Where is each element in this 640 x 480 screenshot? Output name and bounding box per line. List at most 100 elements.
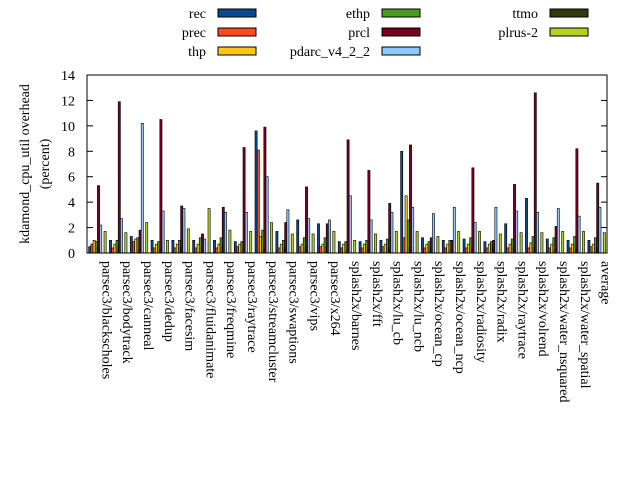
bar-prec [464,247,468,254]
bar-prec [173,247,177,254]
x-tick-label: parsec3/x264 [327,261,342,336]
bar-plrus-2 [519,232,523,254]
bar-prcl [97,185,100,254]
x-tick-label: parsec3/vips [306,261,321,331]
bar-rec [421,237,424,254]
y-ticks: 0 2 4 6 8 10 12 14 [61,69,607,262]
legend-label-plrus-2: plrus-2 [498,26,538,41]
bar-thp [196,243,200,254]
bar-pdarc_v4_2_2 [224,212,227,254]
bar-rec [545,238,549,254]
bar-plrus-2 [582,231,585,254]
x-tick-label: parsec3/canneal [140,261,155,350]
legend-swatch-rec [217,8,257,18]
bar-pdarc_v4_2_2 [598,206,602,254]
bar-plrus-2 [311,233,315,254]
bar-prec [506,247,510,254]
bar-prec [256,149,260,254]
x-tick-label: parsec3/streamcluster [265,261,280,383]
bar-plrus-2 [498,233,502,254]
bar-pdarc_v4_2_2 [182,208,186,254]
bar-prcl [117,101,121,254]
bar-rec [109,239,112,254]
bar-plrus-2 [374,233,377,254]
bar-rec [254,130,258,254]
bar-thp [383,243,387,254]
legend-label-rec: rec [189,7,206,22]
bar-plrus-2 [457,231,461,254]
bar-prcl [242,147,246,254]
bar-prcl [367,170,371,254]
bar-thp [404,195,408,254]
bar-prcl [513,184,516,254]
bar-prec [402,237,406,254]
bar-pdarc_v4_2_2 [494,206,498,254]
x-tick-label: parsec3/facesim [182,261,197,351]
bar-rec [317,223,320,254]
x-tick-label: parsec3/raytrace [244,261,259,353]
y-tick-label: 4 [68,196,75,211]
bar-prec [215,247,219,254]
x-tick-label: splash2x/water_spatial [577,261,592,389]
x-tick-label: splash2x/ocean_ncp [452,261,467,374]
bar-prcl [533,92,537,254]
bar-prcl [159,119,163,254]
bar-plrus-2 [249,231,253,254]
bar-plrus-2 [186,228,190,254]
bar-plrus-2 [228,229,232,254]
bar-pdarc_v4_2_2 [307,218,311,254]
bar-plrus-2 [270,222,273,254]
bar-pdarc_v4_2_2 [244,212,248,254]
x-tick-label: parsec3/blackscholes [98,261,113,379]
bar-pdarc_v4_2_2 [203,238,207,254]
bar-plrus-2 [103,231,107,254]
bar-prec [111,247,115,254]
y-tick-label: 14 [61,69,75,84]
bar-prec [298,246,302,254]
x-tick-label: parsec3/bodytrack [119,261,134,364]
bar-thp [134,238,138,254]
bar-thp [92,239,96,254]
bar-prec [277,247,281,254]
bar-pdarc_v4_2_2 [120,218,123,254]
bar-thp [571,243,574,254]
x-tick-label: parsec3/swaptions [286,261,301,364]
legend-label-prcl: prcl [348,26,370,41]
y-tick-label: 2 [68,222,75,237]
bar-rec [400,150,404,254]
legend-label-thp: thp [188,45,206,60]
x-tick-label: parsec3/dedup [161,261,176,342]
legend-swatch-thp [217,46,257,56]
legend-swatch-ttmo [549,8,589,18]
bar-plrus-2 [332,231,336,254]
x-tick-label: splash2x/lu_cb [390,261,405,345]
bar-prec [236,246,239,254]
bar-plrus-2 [478,231,481,254]
x-tick-label: splash2x/water_nsquared [556,261,571,403]
bar-pdarc_v4_2_2 [390,212,394,254]
bar-thp [425,243,429,254]
bar-plrus-2 [166,239,169,254]
x-tick-label: average [598,261,613,305]
bar-pdarc_v4_2_2 [515,210,519,254]
bar-prec [444,247,447,254]
legend-swatch-ethp [381,8,421,18]
legend-swatch-plrus-2 [549,27,589,37]
x-tick-label: splash2x/radix [494,261,509,343]
x-tick-label: parsec3/freqmine [223,261,238,358]
x-tick-label: splash2x/ocean_cp [431,261,446,367]
bar-prec [485,247,489,254]
bar-prec [319,246,323,254]
bar-thp [446,243,450,254]
x-tick-label: splash2x/fft [369,261,384,327]
bar-plrus-2 [602,232,606,254]
bar-pdarc_v4_2_2 [452,206,456,254]
bar-pdarc_v4_2_2 [369,219,373,254]
bar-prec [423,247,427,254]
x-tick-label: splash2x/barnes [348,261,363,350]
bar-thp [342,243,346,254]
x-tick-labels: parsec3/blackscholes parsec3/bodytrack par… [96,247,613,403]
x-tick-label: splash2x/lu_ncb [410,261,425,352]
bar-rec [129,236,133,254]
y-axis-label-line2: (percent) [38,138,53,189]
